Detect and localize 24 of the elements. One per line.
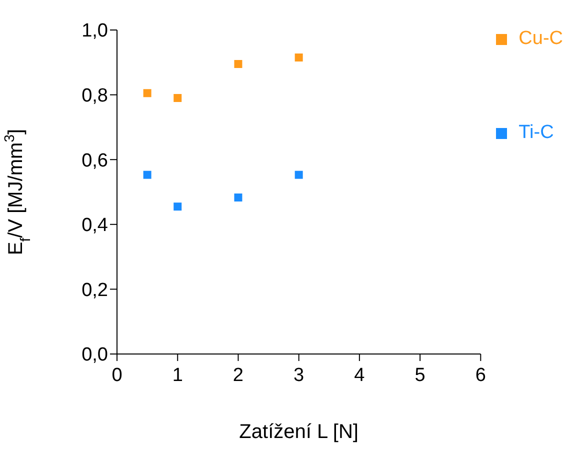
y-tick-label: 0,6	[82, 150, 108, 172]
y-tick-label: 0,4	[82, 215, 108, 236]
y-tick-label: 0,8	[82, 86, 108, 107]
x-tick-label: 4	[354, 365, 366, 386]
x-tick-label: 5	[414, 365, 426, 386]
legend-label: Cu-C	[518, 28, 563, 50]
y-tick-label: 0,2	[82, 280, 108, 301]
point	[143, 170, 152, 179]
point	[174, 202, 182, 211]
x-tick-label: 3	[294, 365, 304, 386]
point	[234, 60, 242, 68]
x-tick-label: 6	[475, 365, 486, 386]
y-tick-label: 1,0	[82, 20, 108, 42]
x-tick-label: 0	[112, 365, 122, 386]
legend-label: Ti-C	[518, 122, 554, 144]
x-tick-label: 2	[232, 365, 244, 386]
x-axis-title: Zatížení L [N]	[239, 421, 358, 443]
point	[174, 94, 182, 102]
x-tick-label: 1	[172, 365, 183, 386]
point	[143, 89, 152, 98]
y-tick-label: 0,0	[82, 344, 108, 366]
point	[234, 194, 242, 202]
point	[294, 54, 303, 62]
point	[294, 170, 303, 179]
